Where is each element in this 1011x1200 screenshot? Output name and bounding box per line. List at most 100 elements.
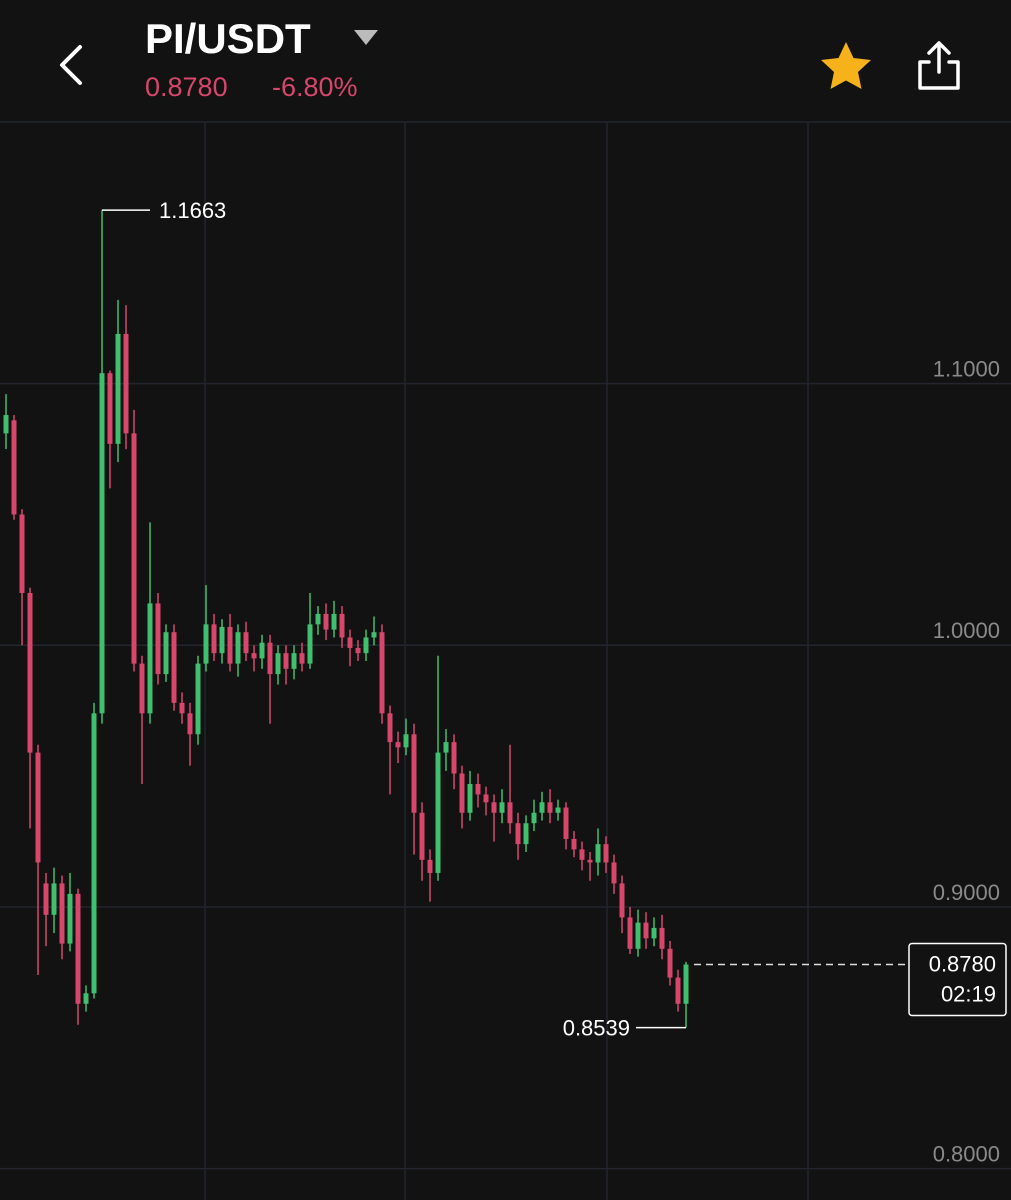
candle-body bbox=[419, 812, 425, 860]
candle-body bbox=[35, 752, 41, 863]
candle-body bbox=[483, 794, 489, 803]
candle-body bbox=[115, 333, 121, 444]
candle-body bbox=[467, 783, 473, 813]
candle-body bbox=[227, 626, 233, 664]
candle-body bbox=[19, 514, 25, 593]
candle-body bbox=[323, 613, 329, 630]
y-tick-label: 0.9000 bbox=[933, 880, 1000, 905]
candle-body bbox=[499, 802, 505, 813]
candle-body bbox=[507, 802, 513, 824]
candle-body bbox=[515, 823, 521, 845]
candle-body bbox=[491, 802, 497, 813]
candle-body bbox=[251, 653, 257, 659]
candle-body bbox=[179, 702, 185, 714]
candle-body bbox=[299, 653, 305, 664]
favorite-star[interactable] bbox=[821, 42, 871, 89]
candle-body bbox=[683, 964, 689, 1004]
last-price-box bbox=[908, 942, 1007, 1017]
candle-body bbox=[587, 859, 593, 863]
candle-body bbox=[547, 802, 553, 813]
candle-body bbox=[99, 373, 105, 714]
candle-body bbox=[203, 624, 209, 664]
change: -6.80% bbox=[272, 72, 358, 102]
candle-body bbox=[187, 713, 193, 735]
candle-body bbox=[363, 637, 369, 654]
candle-body bbox=[563, 807, 569, 839]
candle-body bbox=[283, 653, 289, 669]
candle-body bbox=[235, 632, 241, 664]
candle-body bbox=[667, 948, 673, 978]
min-label: 0.8539 bbox=[563, 1015, 630, 1040]
candle-body bbox=[411, 734, 417, 813]
countdown: 02:19 bbox=[941, 981, 996, 1006]
candle-body bbox=[267, 642, 273, 675]
candle-body bbox=[51, 883, 57, 915]
candle-body bbox=[291, 653, 297, 669]
candle-body bbox=[275, 653, 281, 675]
candle-body bbox=[643, 922, 649, 939]
candle-body bbox=[219, 626, 225, 654]
candle-body bbox=[307, 624, 313, 664]
candle-body bbox=[651, 927, 657, 939]
candle-body bbox=[435, 752, 441, 873]
candle-body bbox=[523, 823, 529, 845]
candle-body bbox=[91, 713, 97, 994]
candle-body bbox=[539, 802, 545, 813]
candle-body bbox=[619, 883, 625, 918]
candle-body bbox=[675, 977, 681, 1004]
candle-body bbox=[11, 420, 17, 515]
y-tick-label: 0.8000 bbox=[933, 1141, 1000, 1166]
candle-body bbox=[59, 883, 65, 944]
max-label: 1.1663 bbox=[159, 198, 226, 223]
candle-body bbox=[147, 603, 153, 714]
candle-body bbox=[83, 993, 89, 1004]
candle-body bbox=[635, 922, 641, 949]
candle-body bbox=[75, 893, 81, 1004]
candle-body bbox=[259, 642, 265, 659]
candle-body bbox=[603, 844, 609, 863]
candle-body bbox=[331, 613, 337, 630]
candle-body bbox=[211, 624, 217, 654]
y-tick-label: 1.1000 bbox=[933, 356, 1000, 381]
candle-body bbox=[315, 613, 321, 625]
candle-body bbox=[427, 859, 433, 873]
candle-body bbox=[595, 844, 601, 863]
candle-body bbox=[131, 433, 137, 664]
candle-body bbox=[403, 734, 409, 748]
last-price-label: 0.8780 bbox=[929, 951, 996, 976]
candle-body bbox=[443, 742, 449, 753]
candle-body bbox=[123, 333, 129, 434]
candle-body bbox=[67, 893, 73, 944]
vertical-grid bbox=[204, 122, 809, 1200]
candle-body bbox=[339, 613, 345, 638]
candle-body bbox=[611, 862, 617, 884]
candle-body bbox=[659, 927, 665, 949]
candle-body bbox=[107, 373, 113, 444]
candle-body bbox=[475, 783, 481, 795]
candle-body bbox=[163, 632, 169, 675]
candle-body bbox=[347, 637, 353, 648]
price: 0.8780 bbox=[145, 72, 228, 102]
candle-body bbox=[379, 632, 385, 714]
candle-body bbox=[355, 647, 361, 654]
candle-body bbox=[451, 742, 457, 774]
candle-body bbox=[459, 773, 465, 813]
candle-body bbox=[155, 603, 161, 675]
candle-body bbox=[3, 415, 9, 434]
dropdown-arrow[interactable] bbox=[354, 30, 378, 45]
candle-body bbox=[571, 838, 577, 850]
candle-body bbox=[139, 663, 145, 714]
candle-body bbox=[195, 663, 201, 735]
candle-body bbox=[387, 713, 393, 743]
candle-body bbox=[371, 632, 377, 638]
candle-body bbox=[531, 812, 537, 824]
candle-body bbox=[579, 849, 585, 860]
back-button[interactable] bbox=[60, 45, 82, 85]
share-button[interactable] bbox=[918, 41, 960, 90]
candle-body bbox=[395, 742, 401, 748]
pair-title[interactable]: PI/USDT bbox=[145, 15, 311, 62]
candle-body bbox=[627, 917, 633, 949]
candle-body bbox=[171, 632, 177, 703]
